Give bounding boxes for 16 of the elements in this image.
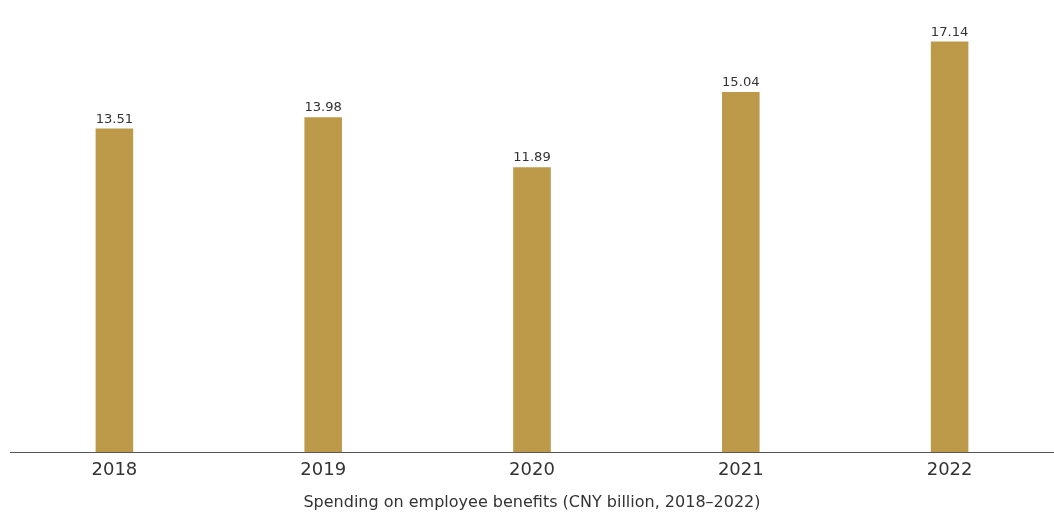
- data-label: 13.98: [304, 99, 342, 115]
- x-tick-label: 2022: [926, 457, 973, 479]
- x-tick-label: 2018: [91, 457, 138, 479]
- bar: [513, 167, 551, 452]
- x-tick-label: 2021: [717, 457, 764, 479]
- data-label: 13.51: [95, 110, 134, 126]
- data-label: 17.14: [930, 23, 969, 39]
- bar: [304, 117, 342, 452]
- x-tick-label: 2019: [300, 457, 347, 479]
- x-tick-label: 2020: [509, 457, 555, 479]
- bar: [722, 91, 760, 452]
- bar: [930, 41, 969, 452]
- x-axis-title: Spending on employee benefits (CNY billion, 2018–2022): [303, 492, 761, 512]
- data-label: 11.89: [513, 149, 551, 165]
- data-label: 15.04: [722, 73, 760, 89]
- bar: [95, 128, 134, 452]
